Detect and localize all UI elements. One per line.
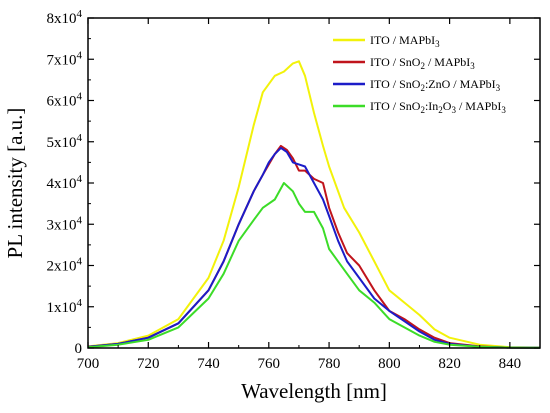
series-line-4 [87,182,541,349]
legend-label-1: ITO / MAPbI3 [370,33,440,49]
x-axis-title: Wavelength [nm] [241,379,387,403]
y-axis-title: PL intensity [a.u.] [3,108,27,259]
legend-label-2: ITO / SnO2 / MAPbI3 [370,55,475,71]
x-tick-label: 720 [137,356,160,372]
x-tick-label: 780 [318,356,341,372]
series-line-3 [87,146,541,349]
y-tick-label: 7x104 [47,49,83,68]
y-tick-label: 3x104 [47,214,83,233]
x-tick-label: 820 [438,356,461,372]
series-line-1 [87,60,541,349]
series-layer [87,60,541,349]
x-tick-label: 760 [258,356,281,372]
legend-label-3: ITO / SnO2:ZnO / MAPbI3 [370,77,501,93]
x-tick-label: 700 [77,356,100,372]
y-tick-label: 4x104 [47,173,83,192]
y-tick-label: 1x104 [47,297,83,316]
x-tick-label: 840 [499,356,522,372]
series-line-2 [87,144,541,349]
legend: ITO / MAPbI3 ITO / SnO2 / MAPbI3 ITO / SnO… [333,33,506,115]
y-tick-label: 6x104 [47,91,83,110]
y-tick-label: 2x104 [47,256,83,275]
labels-layer: 700 720 740 760 780 800 820 840 0 1x104 2x104 3x104… [47,8,522,372]
y-tick-label: 8x104 [47,8,83,27]
y-tick-label: 5x104 [47,132,83,151]
x-tick-label: 800 [378,356,401,372]
y-tick-label: 0 [75,341,83,357]
ticks-layer [87,17,540,349]
legend-label-4: ITO / SnO2:In2O3 / MAPbI3 [370,99,506,115]
x-tick-label: 740 [197,356,220,372]
